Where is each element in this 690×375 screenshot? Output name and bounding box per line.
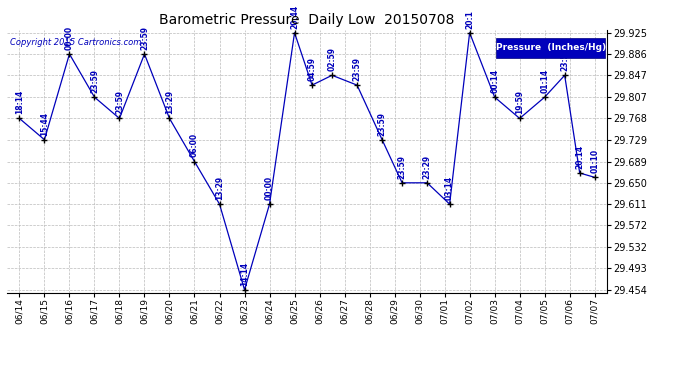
Text: 20:44: 20:44: [290, 4, 299, 28]
Text: 23:59: 23:59: [560, 47, 569, 71]
Text: 20:1: 20:1: [465, 10, 474, 28]
Text: 23:59: 23:59: [353, 57, 362, 81]
Text: 23:59: 23:59: [397, 154, 406, 178]
Text: 14:14: 14:14: [240, 261, 249, 286]
Text: 13:29: 13:29: [215, 176, 224, 200]
Text: 01:10: 01:10: [590, 149, 599, 173]
Text: 02:59: 02:59: [328, 47, 337, 71]
Text: 06:00: 06:00: [190, 133, 199, 158]
Text: 23:59: 23:59: [377, 111, 386, 135]
Text: 18:14: 18:14: [15, 90, 24, 114]
Text: 13:29: 13:29: [165, 90, 174, 114]
Text: 01:14: 01:14: [540, 69, 549, 93]
Text: 00:00: 00:00: [265, 176, 274, 200]
Title: Barometric Pressure  Daily Low  20150708: Barometric Pressure Daily Low 20150708: [159, 13, 455, 27]
Text: 04:59: 04:59: [308, 57, 317, 81]
Text: 23:59: 23:59: [115, 90, 124, 114]
Text: 23:29: 23:29: [422, 154, 432, 178]
Text: 00:00: 00:00: [65, 26, 74, 50]
Text: Pressure  (Inches/Hg): Pressure (Inches/Hg): [495, 43, 606, 52]
Text: 23:59: 23:59: [90, 69, 99, 93]
Text: 15:44: 15:44: [40, 111, 49, 135]
FancyBboxPatch shape: [496, 38, 605, 58]
Text: 00:14: 00:14: [490, 69, 499, 93]
Text: Copyright 2015 Cartronics.com: Copyright 2015 Cartronics.com: [10, 38, 141, 47]
Text: 03:14: 03:14: [445, 176, 454, 200]
Text: 23:59: 23:59: [140, 26, 149, 50]
Text: 20:14: 20:14: [575, 145, 584, 169]
Text: 19:59: 19:59: [515, 90, 524, 114]
